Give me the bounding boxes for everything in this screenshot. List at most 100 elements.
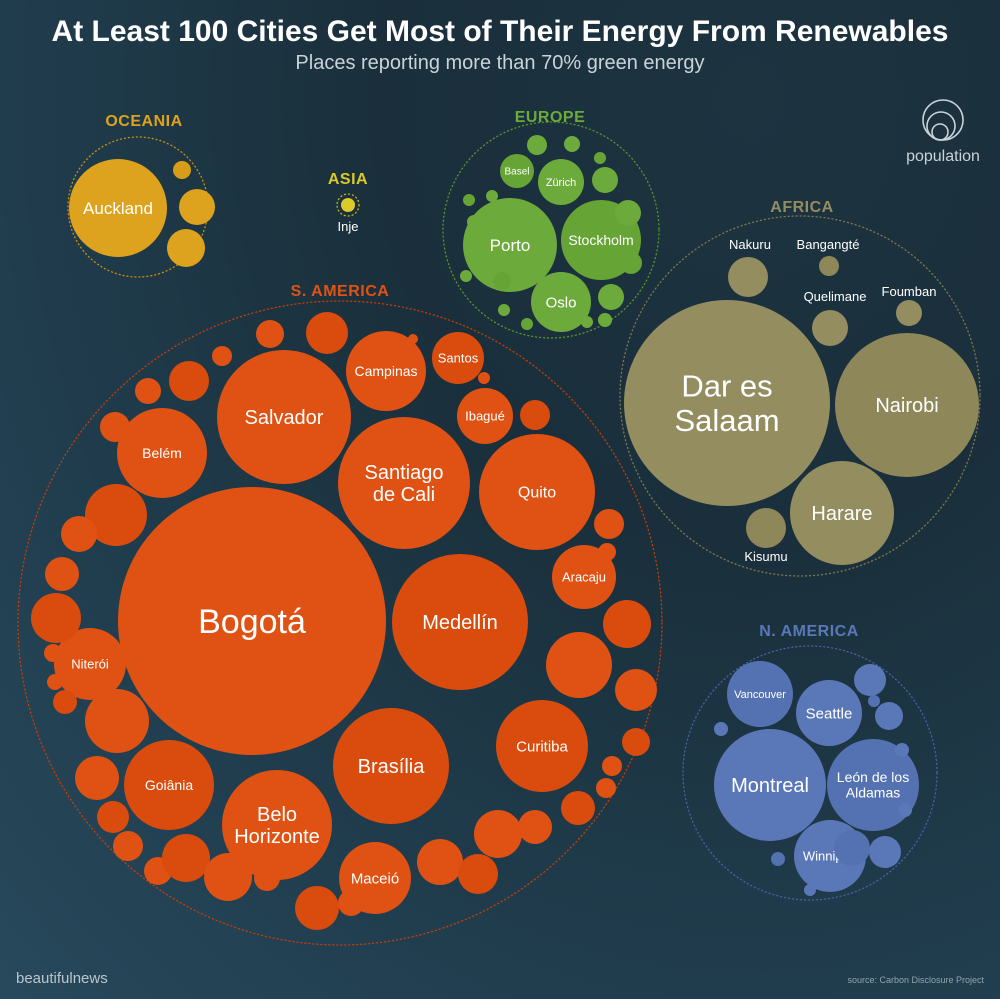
bubble-medellin <box>392 554 528 690</box>
bubble-montreal <box>714 729 826 841</box>
bubble-europe-13 <box>493 272 511 290</box>
city-label-belo-horizonte: Belo Horizonte <box>234 804 320 848</box>
chart-subtitle: Places reporting more than 70% green ene… <box>295 52 704 74</box>
bubble-n-america-15 <box>898 803 912 817</box>
bubble-europe-6 <box>564 136 580 152</box>
bubble-europe-11 <box>598 284 624 310</box>
bubble-s-america-16 <box>306 312 348 354</box>
bubble-salvador <box>217 350 351 484</box>
region-outline-s-america <box>17 300 663 946</box>
bubble-dar-es-salaam <box>624 300 830 506</box>
bubble-s-america-28 <box>53 690 77 714</box>
region-asia: ASIA Inje <box>328 171 368 234</box>
bubble-africa-4 <box>819 256 839 276</box>
bubble-s-america-40 <box>458 854 498 894</box>
bubble-quito <box>479 434 595 550</box>
bubble-s-america-39 <box>417 839 463 885</box>
city-label-porto: Porto <box>490 236 531 255</box>
bubble-s-america-42 <box>518 810 552 844</box>
bubble-s-america-53 <box>478 372 490 384</box>
bubble-europe-18 <box>498 304 510 316</box>
city-label-brasilia: Brasília <box>358 756 426 778</box>
chart-title: At Least 100 Cities Get Most of Their En… <box>52 15 949 48</box>
region-label-asia: ASIA <box>328 171 368 188</box>
city-label-belem: Belém <box>142 445 182 461</box>
bubble-s-america-24 <box>45 557 79 591</box>
bubble-s-america-20 <box>135 378 161 404</box>
bubble-s-america-51 <box>598 543 616 561</box>
bubble-s-america-21 <box>100 412 130 442</box>
bubble-s-america-19 <box>169 361 209 401</box>
source-note: source: Carbon Disclosure Project <box>847 975 984 985</box>
region-europe: EUROPE Porto Stockholm Oslo Zürich Basel <box>442 109 660 339</box>
bubble-s-america-37 <box>295 886 339 930</box>
bubble-n-america-13 <box>868 695 880 707</box>
bubble-europe-10 <box>620 252 642 274</box>
bubble-africa-3 <box>728 257 768 297</box>
city-label-oslo: Oslo <box>546 294 577 311</box>
bubble-africa-6 <box>896 300 922 326</box>
city-label-santos: Santos <box>438 351 479 366</box>
city-label-basel: Basel <box>504 167 529 178</box>
bubble-oslo <box>531 272 591 332</box>
region-label-n-america: N. AMERICA <box>759 623 859 640</box>
bubble-s-america-46 <box>622 728 650 756</box>
region-label-africa: AFRICA <box>770 199 833 216</box>
bubble-s-america-26 <box>44 644 62 662</box>
city-label-bangangte: Bangangté <box>797 237 860 252</box>
city-label-vancouver: Vancouver <box>734 689 786 701</box>
bubble-europe-9 <box>615 200 641 226</box>
bubble-santiago-de-cali <box>338 417 470 549</box>
region-label-oceania: OCEANIA <box>105 113 182 130</box>
bubble-s-america-27 <box>47 674 63 690</box>
bubble-n-america-7 <box>834 830 870 866</box>
bubble-oceania-1 <box>173 161 191 179</box>
city-label-salvador: Salvador <box>245 407 324 429</box>
bubble-nairobi <box>835 333 979 477</box>
bubble-s-america-34 <box>162 834 210 882</box>
bubble-asia-0 <box>341 198 355 212</box>
region-label-europe: EUROPE <box>515 109 586 126</box>
bubble-oceania-3 <box>167 229 205 267</box>
bubble-n-america-10 <box>771 852 785 866</box>
city-label-medellin: Medellín <box>422 612 498 634</box>
city-label-foumban: Foumban <box>882 284 937 299</box>
city-label-santiago-de-cali: Santiago de Cali <box>365 462 444 506</box>
bubble-aracaju <box>552 545 616 609</box>
bubble-belem <box>117 408 207 498</box>
bubble-ibague <box>457 388 513 444</box>
bubble-s-america-29 <box>85 689 149 753</box>
brand-logo: beautifulnews <box>16 970 108 987</box>
bubble-curitiba <box>496 700 588 792</box>
bubble-basel <box>500 154 534 188</box>
bubble-belo-horizonte <box>222 770 332 880</box>
bubble-europe-14 <box>460 270 472 282</box>
bubble-s-america-47 <box>615 669 657 711</box>
region-label-s-america: S. AMERICA <box>291 283 390 300</box>
bubble-s-america-49 <box>603 600 651 648</box>
bubble-s-america-54 <box>408 334 418 344</box>
city-label-leon-de-los-aldamas: León de los Aldamas <box>837 769 909 801</box>
bubble-s-america-52 <box>520 400 550 430</box>
region-outline-europe <box>442 121 660 339</box>
region-africa: AFRICA Dar es Salaam Nairobi Harare Nakuru Ban… <box>619 199 981 577</box>
bubble-europe-16 <box>463 194 475 206</box>
bubble-europe-12 <box>598 313 612 327</box>
city-label-curitiba: Curitiba <box>516 738 568 755</box>
city-label-nakuru: Nakuru <box>729 237 771 252</box>
bubble-s-america-50 <box>594 509 624 539</box>
legend-label: population <box>906 148 980 165</box>
bubble-goiania <box>124 740 214 830</box>
city-label-kisumu: Kisumu <box>744 549 787 564</box>
bubble-n-america-6 <box>875 702 903 730</box>
city-label-dar-es-salaam: Dar es Salaam <box>674 368 779 438</box>
bubble-s-america-30 <box>75 756 119 800</box>
bubble-s-america-31 <box>97 801 129 833</box>
bubble-n-america-11 <box>804 884 816 896</box>
bubble-oceania-2 <box>179 189 215 225</box>
bubble-n-america-14 <box>895 743 909 757</box>
city-label-harare: Harare <box>811 503 872 525</box>
city-label-niteroi: Niterói <box>71 657 109 672</box>
